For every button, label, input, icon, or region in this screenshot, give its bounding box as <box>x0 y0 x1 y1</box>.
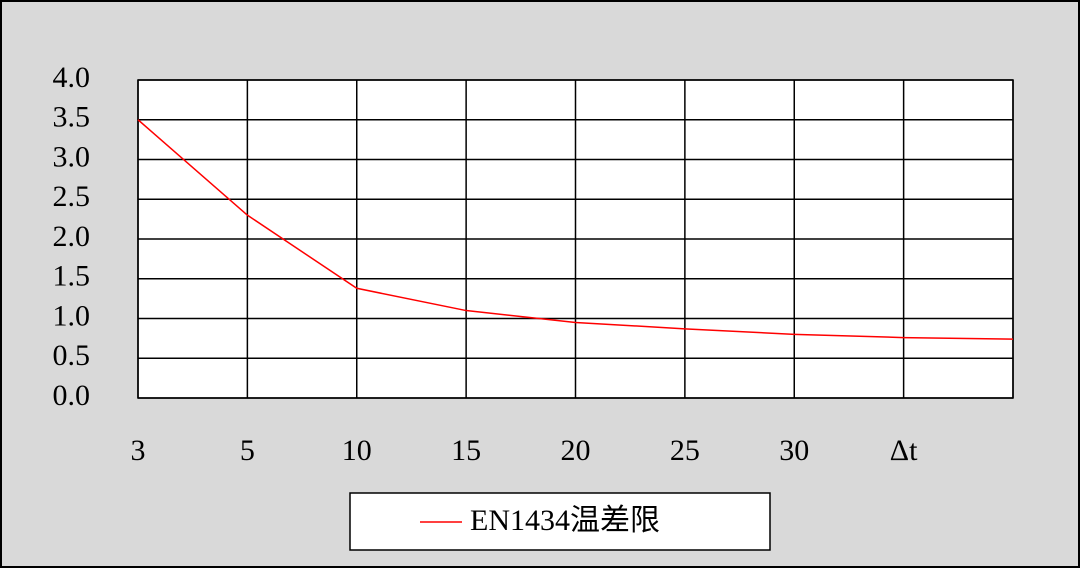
line-series <box>137 119 1014 340</box>
y-tick-label: 0.0 <box>53 379 91 412</box>
y-tick-label: 4.0 <box>53 61 91 94</box>
x-tick-label: Δt <box>890 434 918 467</box>
legend-label: EN1434温差限 <box>470 504 660 537</box>
x-tick-label: 10 <box>342 434 372 467</box>
x-tick-label: 5 <box>240 434 255 467</box>
x-tick-label: 25 <box>670 434 700 467</box>
x-tick-label: 15 <box>451 434 481 467</box>
y-tick-label: 3.0 <box>53 140 91 173</box>
y-tick-label: 3.5 <box>53 101 91 134</box>
y-tick-label: 2.5 <box>53 180 91 213</box>
x-tick-label: 30 <box>779 434 809 467</box>
y-tick-label: 1.0 <box>53 299 91 332</box>
x-tick-label: 3 <box>131 434 146 467</box>
y-tick-label: 2.0 <box>53 220 91 253</box>
x-tick-label: 20 <box>561 434 591 467</box>
y-tick-label: 0.5 <box>53 339 91 372</box>
y-tick-label: 1.5 <box>53 260 91 293</box>
